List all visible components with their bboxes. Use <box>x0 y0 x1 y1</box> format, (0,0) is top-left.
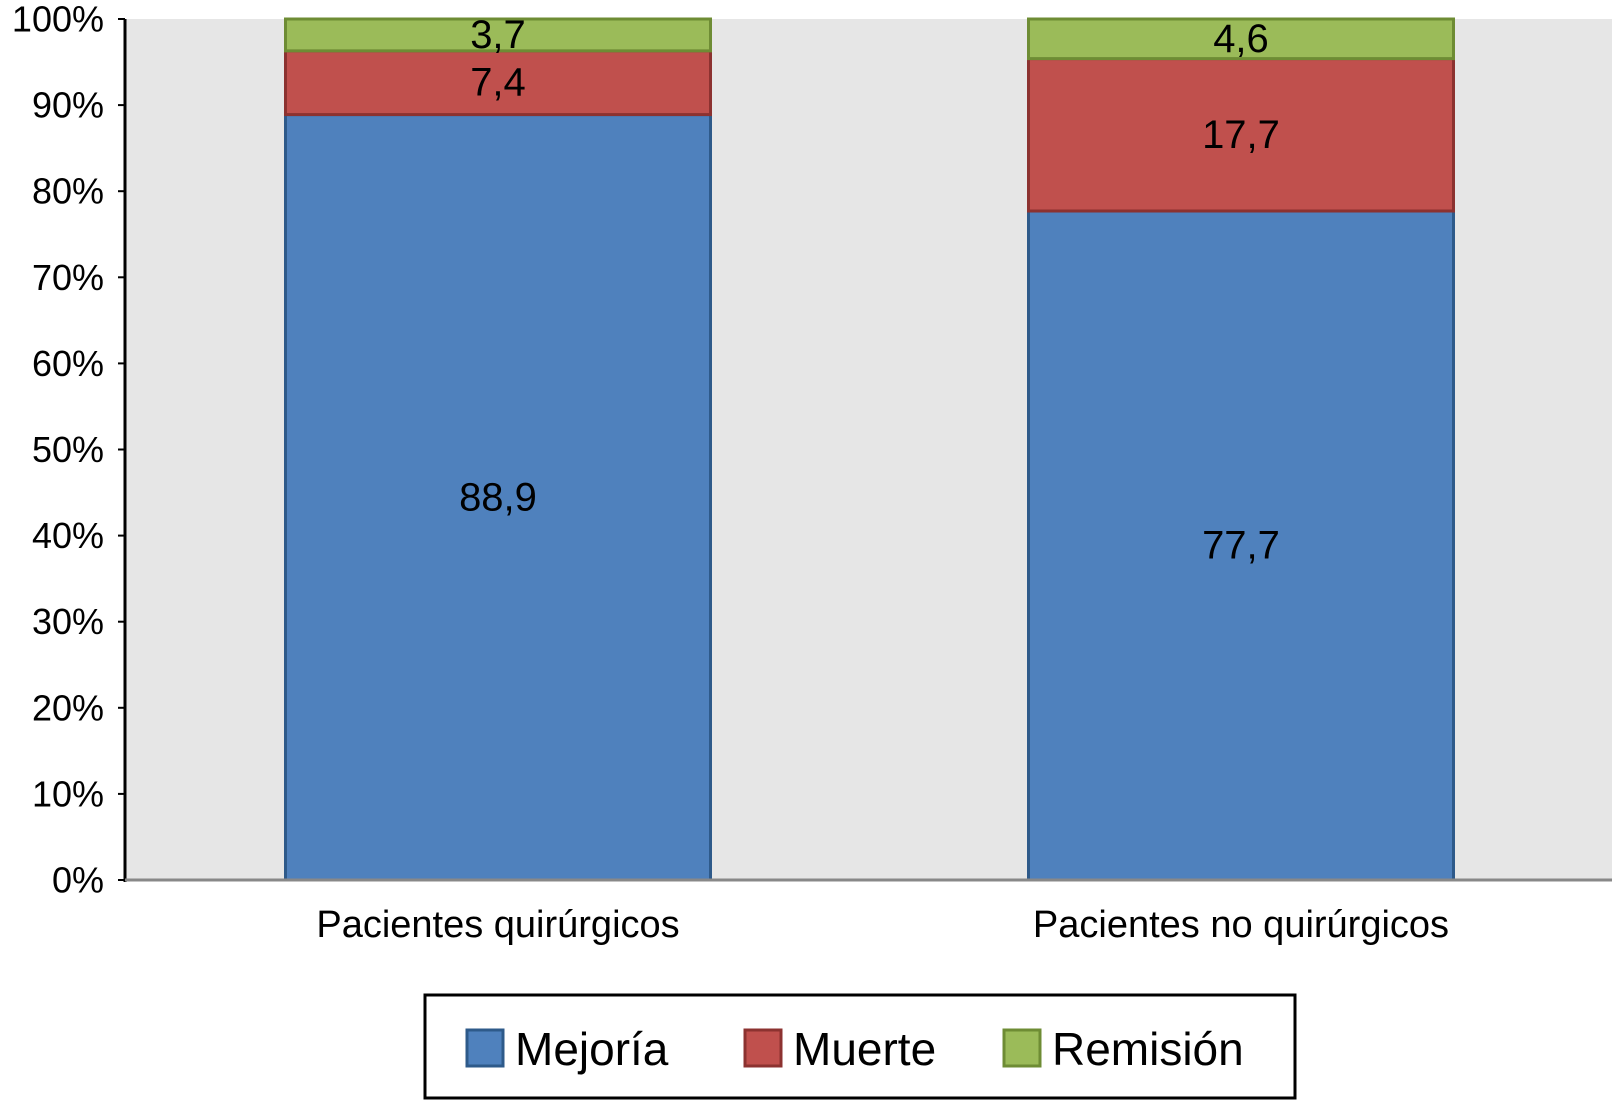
y-tick-label: 50% <box>32 429 104 470</box>
data-label-remision-pacientes-quirurgicos: 3,7 <box>470 13 526 57</box>
legend: Mejoría Muerte Remisión <box>423 993 1297 1100</box>
legend-label-remision: Remisión <box>1052 1023 1244 1075</box>
bar-mejoria-pacientes-quirurgicos <box>284 113 712 882</box>
legend-label-mejoria: Mejoría <box>515 1023 669 1075</box>
bar-remision-pacientes-quirurgicos <box>284 17 712 53</box>
x-axis-labels: Pacientes quirúrgicos Pacientes no quirúr… <box>316 904 1449 946</box>
y-tick-label: 60% <box>32 343 104 384</box>
y-tick-label: 20% <box>32 687 104 728</box>
legend-label-muerte: Muerte <box>793 1023 936 1075</box>
y-tick-label: 80% <box>32 171 104 212</box>
data-label-muerte-pacientes-quirurgicos: 7,4 <box>470 61 526 105</box>
bar-remision-pacientes-no-quirurgicos <box>1027 17 1455 61</box>
y-tick-label: 10% <box>32 773 104 814</box>
data-label-mejoria-pacientes-no-quirurgicos: 77,7 <box>1202 524 1280 568</box>
y-tick-label: 40% <box>32 515 104 556</box>
y-tick-label: 90% <box>32 85 104 126</box>
data-label-muerte-pacientes-no-quirurgicos: 17,7 <box>1202 113 1280 157</box>
data-label-remision-pacientes-no-quirurgicos: 4,6 <box>1213 17 1269 61</box>
y-tick-label: 70% <box>32 257 104 298</box>
data-labels-group: 88,9 7,43,7 77,7 17,7 4,6 <box>459 13 1280 568</box>
y-axis-ticks: 0% 10% 20% 30% 40% 50% 60% 70% 80% 90% 100% <box>12 0 125 901</box>
bar-mejoria-pacientes-no-quirurgicos <box>1027 209 1455 882</box>
legend-box <box>423 993 1297 1100</box>
legend-swatch-remision <box>1002 1028 1042 1068</box>
y-tick-label: 100% <box>12 0 104 40</box>
y-tick-label: 30% <box>32 601 104 642</box>
bar-muerte-pacientes-no-quirurgicos <box>1027 57 1455 213</box>
legend-swatch-mejoria <box>465 1028 505 1068</box>
bars-group <box>284 17 1455 882</box>
x-tick-label-pacientes-quirurgicos: Pacientes quirúrgicos <box>316 904 679 946</box>
legend-swatch-muerte <box>743 1028 783 1068</box>
x-tick-label-pacientes-no-quirurgicos: Pacientes no quirúrgicos <box>1033 904 1449 946</box>
y-tick-label: 0% <box>52 860 104 901</box>
data-label-mejoria-pacientes-quirurgicos: 88,9 <box>459 475 537 519</box>
